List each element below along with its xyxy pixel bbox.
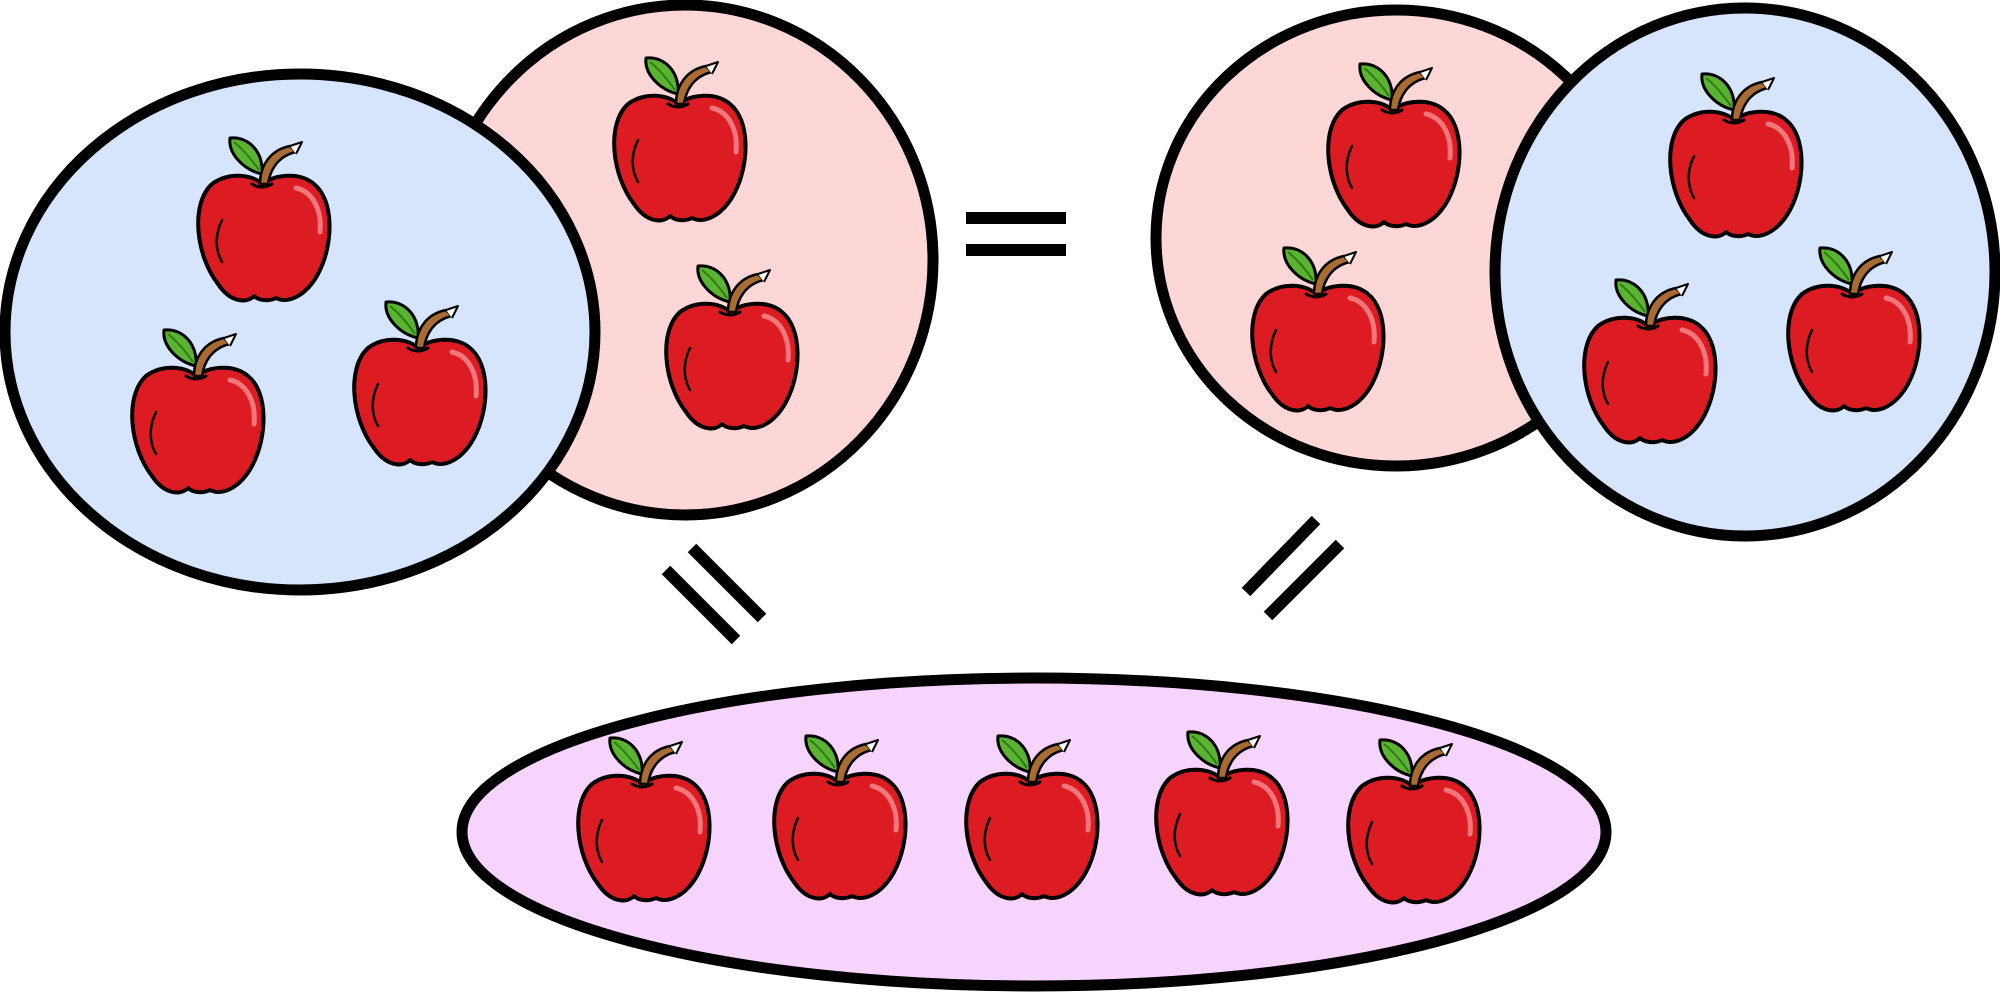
equals-sign <box>966 212 1066 256</box>
equals-sign-diagonal-right <box>1241 515 1345 621</box>
right-blue-group-circle <box>1489 2 2000 542</box>
left-blue-group-circle <box>0 68 601 596</box>
equals-sign-diagonal-left <box>661 543 767 645</box>
